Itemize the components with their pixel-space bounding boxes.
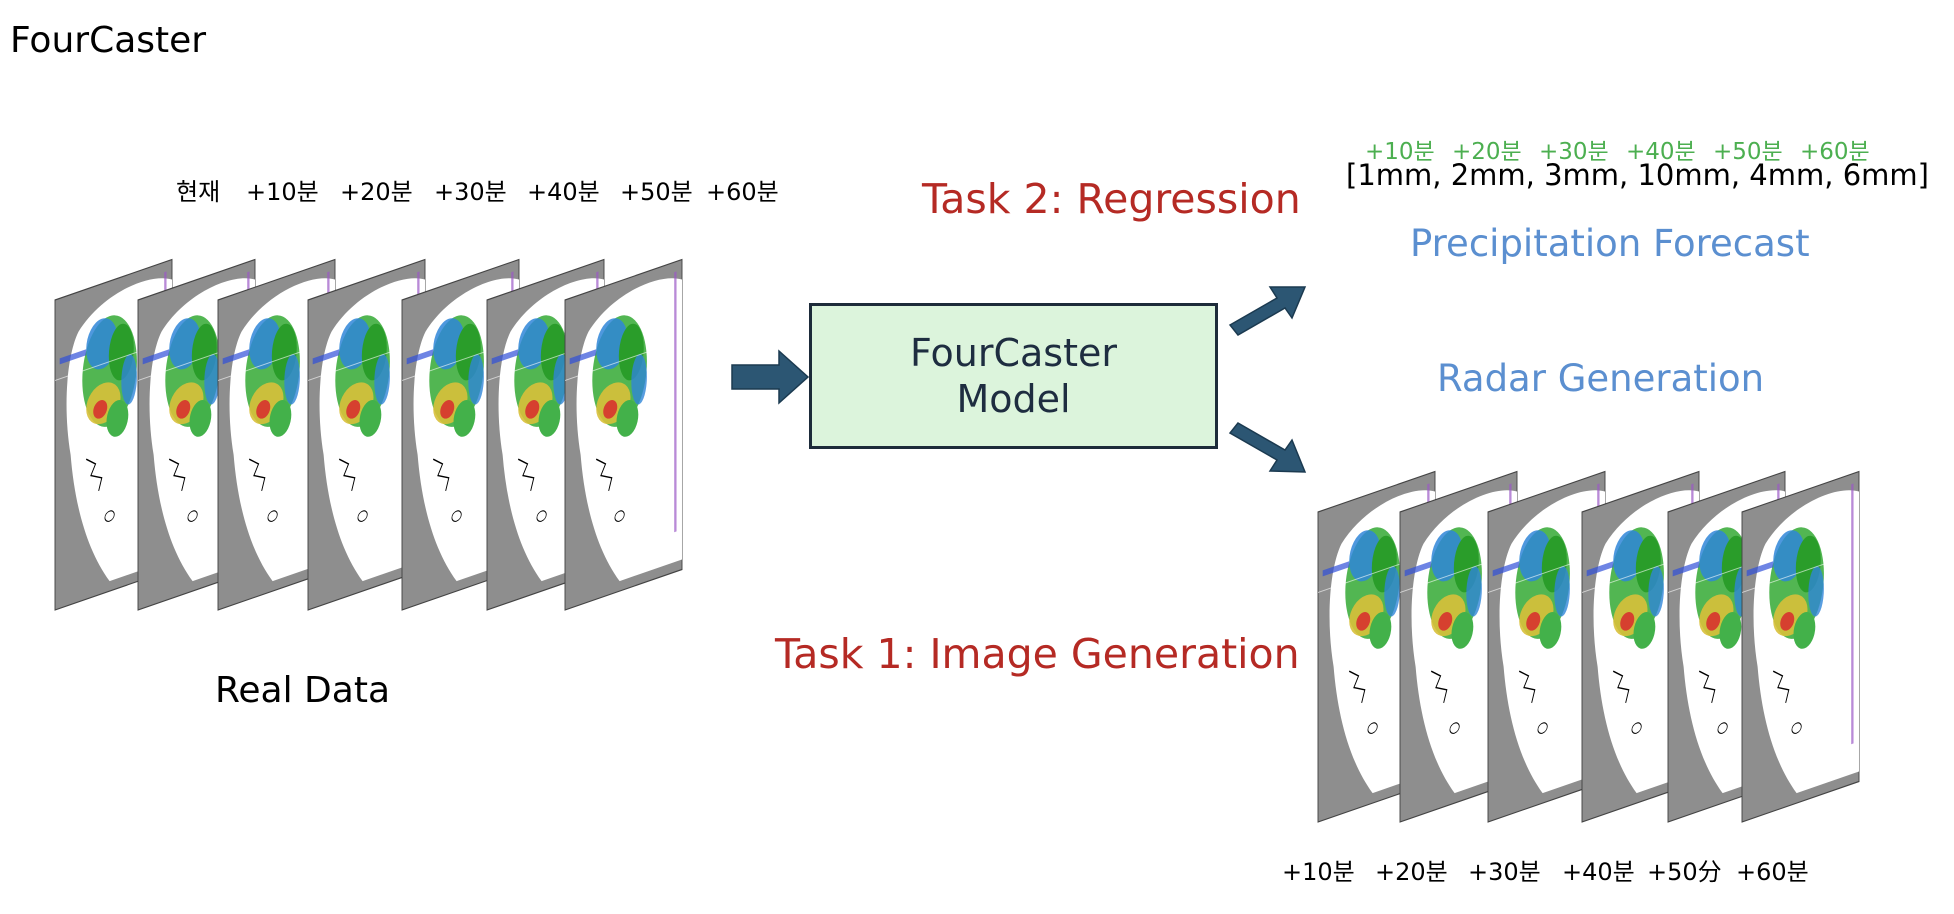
task2-label: Task 2: Regression [922, 175, 1301, 223]
input-arrow-icon [731, 349, 810, 405]
generation-arrow-icon [1228, 422, 1307, 473]
forecast-time-label: +30분 [1539, 139, 1609, 165]
input-time-label: +20분 [340, 178, 413, 206]
model-name: FourCaster [910, 331, 1117, 375]
generated-radar-frame-6 [1742, 472, 1859, 823]
forecast-values: [1mm, 2mm, 3mm, 10mm, 4mm, 6mm] [1346, 158, 1929, 192]
radar-generation-title: Radar Generation [1437, 357, 1765, 400]
input-time-label: +50분 [620, 178, 693, 206]
task1-label: Task 1: Image Generation [775, 630, 1300, 678]
generated-time-label: +20분 [1375, 858, 1448, 886]
page-title: FourCaster [10, 20, 207, 61]
model-box: FourCaster Model [809, 303, 1218, 449]
precipitation-forecast-title: Precipitation Forecast [1410, 222, 1810, 265]
input-time-label: 현재 [176, 178, 221, 206]
input-time-label: +10분 [246, 178, 319, 206]
input-radar-frame-7 [565, 260, 682, 611]
input-radar-stack [55, 260, 682, 611]
generated-time-label: +10분 [1282, 858, 1355, 886]
input-time-label: +40분 [527, 178, 600, 206]
input-time-label: +60분 [706, 178, 779, 206]
forecast-time-label: +60분 [1800, 139, 1870, 165]
input-caption: Real Data [215, 670, 391, 711]
generated-radar-stack [1318, 472, 1859, 823]
model-label: Model [956, 377, 1071, 421]
generated-time-label: +30분 [1468, 858, 1541, 886]
forecast-time-label: +50분 [1713, 139, 1783, 165]
regression-arrow-icon [1228, 286, 1307, 336]
forecast-time-label: +40분 [1626, 139, 1696, 165]
input-time-label: +30분 [434, 178, 507, 206]
forecast-time-label: +20분 [1452, 139, 1522, 165]
generated-time-label: +60분 [1736, 858, 1809, 886]
generated-time-label: +50分 [1647, 858, 1722, 886]
forecast-time-label: +10분 [1365, 139, 1435, 165]
generated-time-label: +40분 [1562, 858, 1635, 886]
